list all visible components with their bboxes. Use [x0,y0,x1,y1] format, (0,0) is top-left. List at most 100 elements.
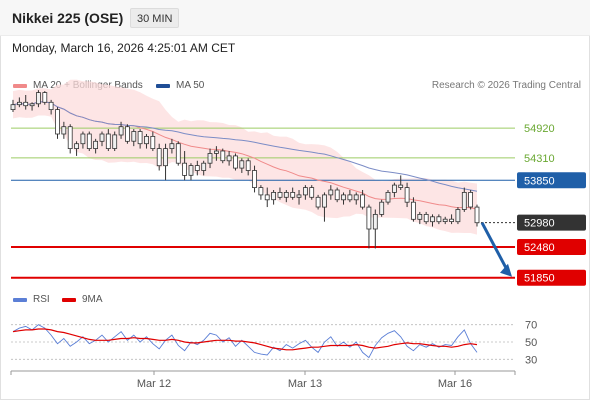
candle-body-down [398,184,404,188]
candle-body-down [252,170,257,189]
candle-body-down [55,109,60,135]
candle [309,185,315,200]
candle-body-up [61,126,67,135]
candle [169,138,175,154]
candle-body-down [436,216,442,223]
candle-body-up [379,201,385,215]
candle-body-down [315,196,321,208]
candle [379,199,385,217]
candle-body-down [245,160,251,171]
report-datetime: Monday, March 16, 2026 4:25:01 AM CET [12,41,236,55]
candle-body-up [36,92,41,105]
level-tag-53850 [517,172,586,189]
candle [410,197,416,222]
candle [48,99,54,115]
candle [252,165,257,193]
candle [213,146,219,161]
legend-ma50: MA 50 [156,80,204,91]
candle [42,91,48,105]
timeframe-badge[interactable]: 30 MIN [130,8,180,28]
ma20-swatch [13,83,27,88]
candle-body-down [474,206,480,224]
candle [245,158,251,176]
header-bar: Nikkei 225 (OSE) 30 MIN [0,0,590,36]
candle [366,204,372,249]
candle-body-up [118,126,124,136]
candle-body-down [468,191,474,208]
candle-body-up [74,143,79,149]
candle-body-up [302,187,308,196]
level-label-54310: 54310 [524,153,555,165]
candle-body-up [461,191,467,210]
candle-body-down [277,191,283,198]
candle-body-down [360,194,366,208]
candle [86,131,92,152]
candle-body-down [182,162,188,176]
candle [398,175,404,190]
candle [385,190,391,205]
candle-body-down [233,155,238,169]
candle [417,211,423,225]
candle-body-up [144,135,149,145]
candle-body-up [239,160,245,169]
candle [74,141,79,156]
candle [207,148,213,169]
candle-body-down [264,194,270,201]
candle-body-down [137,131,143,145]
candle [461,187,467,212]
candle-body-up [29,103,35,107]
candle-body-up [328,189,334,196]
candle-body-up [112,134,118,149]
ma50-label: MA 50 [176,80,205,91]
candle [55,107,60,139]
candle [16,97,22,108]
candle-body-down [334,189,340,201]
candle-body-down [86,133,92,150]
candle [296,190,302,205]
candle-body-down [42,92,48,103]
candle [334,187,340,203]
price-levels-layer [11,127,515,279]
candle [194,160,200,176]
candle [315,194,321,210]
candle-body-down [309,187,315,198]
candle-body-up [442,218,448,222]
candlesticks-layer [10,90,480,249]
candle-body-up [296,194,302,198]
rsi-line [12,324,478,359]
rsi-ma-label: 9MA [82,294,103,305]
candle [29,102,35,111]
candle [118,121,124,139]
candle-body-down [220,150,226,162]
candle [283,190,289,203]
candle-body-up [201,162,207,171]
moving-averages-layer [12,101,478,210]
candle-body-down [105,133,111,150]
rsi-ma-line [12,328,478,351]
candle-body-down [347,194,353,201]
time-axis: Mar 12 Mar 13 Mar 16 [10,370,516,390]
rsi-tick-label-70: 70 [525,320,537,332]
level-label-52980: 52980 [524,218,555,230]
level-label-51850: 51850 [524,273,555,285]
candle-body-up [131,131,137,142]
candle [175,141,181,166]
candle-body-down [150,135,156,149]
candle [23,95,29,110]
candle-body-down [449,218,455,222]
candle [201,160,207,176]
candle [430,214,435,227]
ma50-line [12,101,478,192]
candle [188,163,194,181]
candle [328,185,334,200]
candle [353,192,359,205]
bollinger-band [13,79,477,235]
candle [137,129,143,149]
rsi-label: RSI [33,294,50,305]
candle [290,187,296,200]
candle-body-up [99,133,105,142]
candle-body-down [67,126,73,149]
candle [112,131,118,152]
candle [93,138,98,154]
